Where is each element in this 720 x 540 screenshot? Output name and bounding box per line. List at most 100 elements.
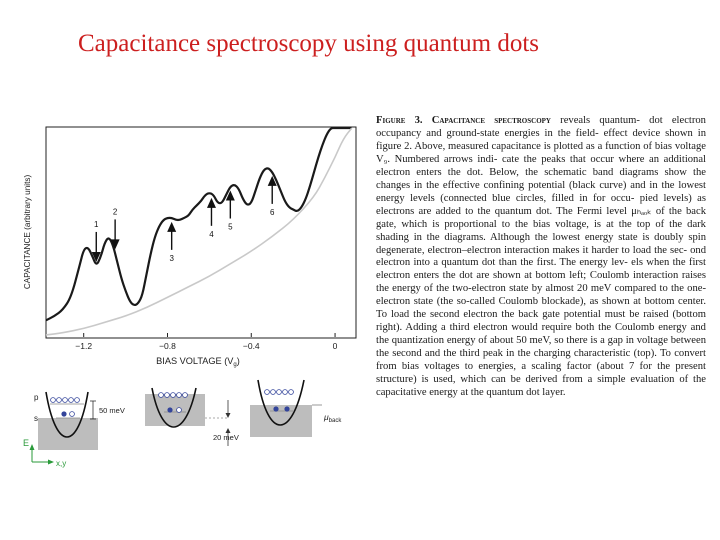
caption-line: bias voltage, is at the top of the dark … [376, 218, 706, 243]
figure-caption: Figure 3. Capacitance spectroscopy revea… [376, 115, 706, 400]
plot-arrows: 1 2 3 4 5 6 [91, 175, 277, 263]
x-tick-label: 0 [333, 341, 338, 351]
caption-line: present structure) is used, which can be… [376, 361, 706, 386]
down-arrow-icon [110, 239, 120, 250]
confining-potential [45, 391, 89, 438]
caption-line: third peak in the charging characteristi… [459, 348, 706, 360]
filled-state [167, 407, 173, 413]
caption-line: evaluation of the capacitative energy at… [376, 374, 706, 399]
band-diagram-one-electron: 50 meV [38, 391, 125, 450]
caption-line: Coulomb energy and the quantization ener… [376, 322, 706, 347]
empty-state [69, 411, 75, 417]
empty-state [62, 397, 68, 403]
background-curve [45, 127, 353, 336]
caption-line: dot electron occupancy and ground-state … [376, 115, 706, 139]
s-level-label: s [34, 414, 38, 423]
peak-arrow-2: 2 [110, 207, 120, 250]
empty-state [288, 389, 294, 395]
caption-line: from bias voltages to energies, a scalin… [376, 361, 676, 373]
empty-state [264, 389, 270, 395]
peak-arrow-5: 5 [225, 190, 235, 232]
empty-state [270, 389, 276, 395]
capacitance-curve [45, 126, 352, 322]
caption-body: Figure 3. Capacitance spectroscopy revea… [376, 115, 706, 400]
xy-label: x,y [56, 459, 66, 468]
caption-line: left; Coulomb interaction raises the ene… [376, 270, 706, 295]
x-axis-label-sub: g [233, 362, 236, 368]
caption-line: load the second electron the back gate p… [390, 309, 673, 321]
peak-arrow-6: 6 [267, 175, 277, 217]
empty-state [50, 397, 56, 403]
peak-label: 1 [94, 220, 99, 229]
empty-state [158, 392, 164, 398]
mu-subscript: back [329, 418, 343, 424]
empty-state [56, 397, 62, 403]
peak-label: 2 [113, 207, 118, 216]
empty-state [176, 392, 182, 398]
empty-state [68, 397, 74, 403]
band-diagram-two-electrons: μback [250, 379, 342, 437]
caption-line: plotted as a function of bias voltage V₉… [376, 140, 706, 165]
gap-20mev-label: 20 meV [213, 433, 239, 442]
filled-state [273, 406, 279, 412]
confining-potential [151, 387, 197, 428]
mu-back-label: μback [323, 412, 342, 424]
caption-text: reveals quantum- dot electron occupancy … [376, 115, 706, 398]
empty-state [170, 392, 176, 398]
filled-state [284, 406, 290, 412]
caption-line: reveals quantum- [560, 115, 650, 126]
energy-label: E [23, 438, 29, 448]
up-arrow-icon [167, 221, 177, 232]
up-arrow-icon [225, 190, 235, 201]
confining-potential [257, 379, 305, 426]
caption-head: Figure 3. Capacitance spectroscopy [376, 115, 551, 126]
plot-frame [45, 126, 357, 339]
caption-line: meV, so there is a gap in voltage betwee… [376, 335, 706, 360]
caption-line: cate the peaks that occur where an addit… [376, 153, 707, 178]
caption-line: effect device shown in figure 2. Above, … [376, 127, 706, 152]
peak-label: 6 [270, 208, 275, 217]
empty-state [74, 397, 80, 403]
xy-arrow-icon [48, 459, 54, 465]
empty-state [176, 407, 182, 413]
mu-symbol: μ [323, 412, 329, 422]
gap-50mev-label: 50 meV [99, 406, 125, 415]
y-axis-label: CAPACITANCE (arbitrary units) [23, 175, 32, 290]
caption-line: Fermi level μₕₐₒₖ of the back gate, whic… [376, 205, 707, 230]
caption-line: in the effective confining potential (bl… [413, 179, 679, 191]
caption-line: the dot. Below, the schematic band diagr… [376, 166, 706, 191]
up-arrow-icon [206, 197, 216, 208]
peak-label: 5 [228, 223, 233, 232]
empty-state [164, 392, 170, 398]
up-arrow-icon [267, 175, 277, 186]
energy-arrow-icon [29, 444, 35, 450]
empty-state [182, 392, 188, 398]
down-arrow-icon [91, 251, 101, 262]
p-level-label: p [34, 393, 39, 402]
x-tick-label: −1.2 [75, 341, 92, 351]
caption-line: electron–electron interaction makes it h… [427, 244, 691, 256]
filled-state [61, 411, 67, 417]
caption-line: lowest energy levels (connected blue cir… [376, 179, 706, 204]
peak-label: 3 [169, 254, 174, 263]
peak-arrow-3: 3 [167, 221, 177, 263]
empty-state [282, 389, 288, 395]
plot-series [45, 126, 353, 336]
x-axis-label: BIAS VOLTAGE (Vg) [156, 356, 240, 368]
plot-ticks: −1.2 −0.8 −0.4 0 [75, 333, 338, 351]
x-tick-label: −0.8 [159, 341, 176, 351]
caption-line: state by almost 20 meV compared to the o… [376, 283, 706, 308]
up-arrow-icon [225, 428, 231, 433]
x-axis-label-end: ) [237, 356, 240, 366]
peak-label: 4 [209, 230, 214, 239]
fermi-shading [250, 405, 312, 437]
caption-line: (bottom right). Adding a third electron … [376, 309, 706, 334]
x-tick-label: −0.4 [243, 341, 260, 351]
band-diagram-coulomb-blockade: 20 meV [145, 387, 239, 446]
fermi-shading [38, 418, 98, 450]
caption-line: ond electron into a quantum dot than the… [376, 244, 707, 269]
caption-line: so-called Coulomb blockade), as shown at… [376, 296, 706, 321]
caption-line: pied levels) as electrons are added to t… [376, 192, 706, 217]
caption-line: els when the first electron enters the d… [376, 257, 706, 282]
